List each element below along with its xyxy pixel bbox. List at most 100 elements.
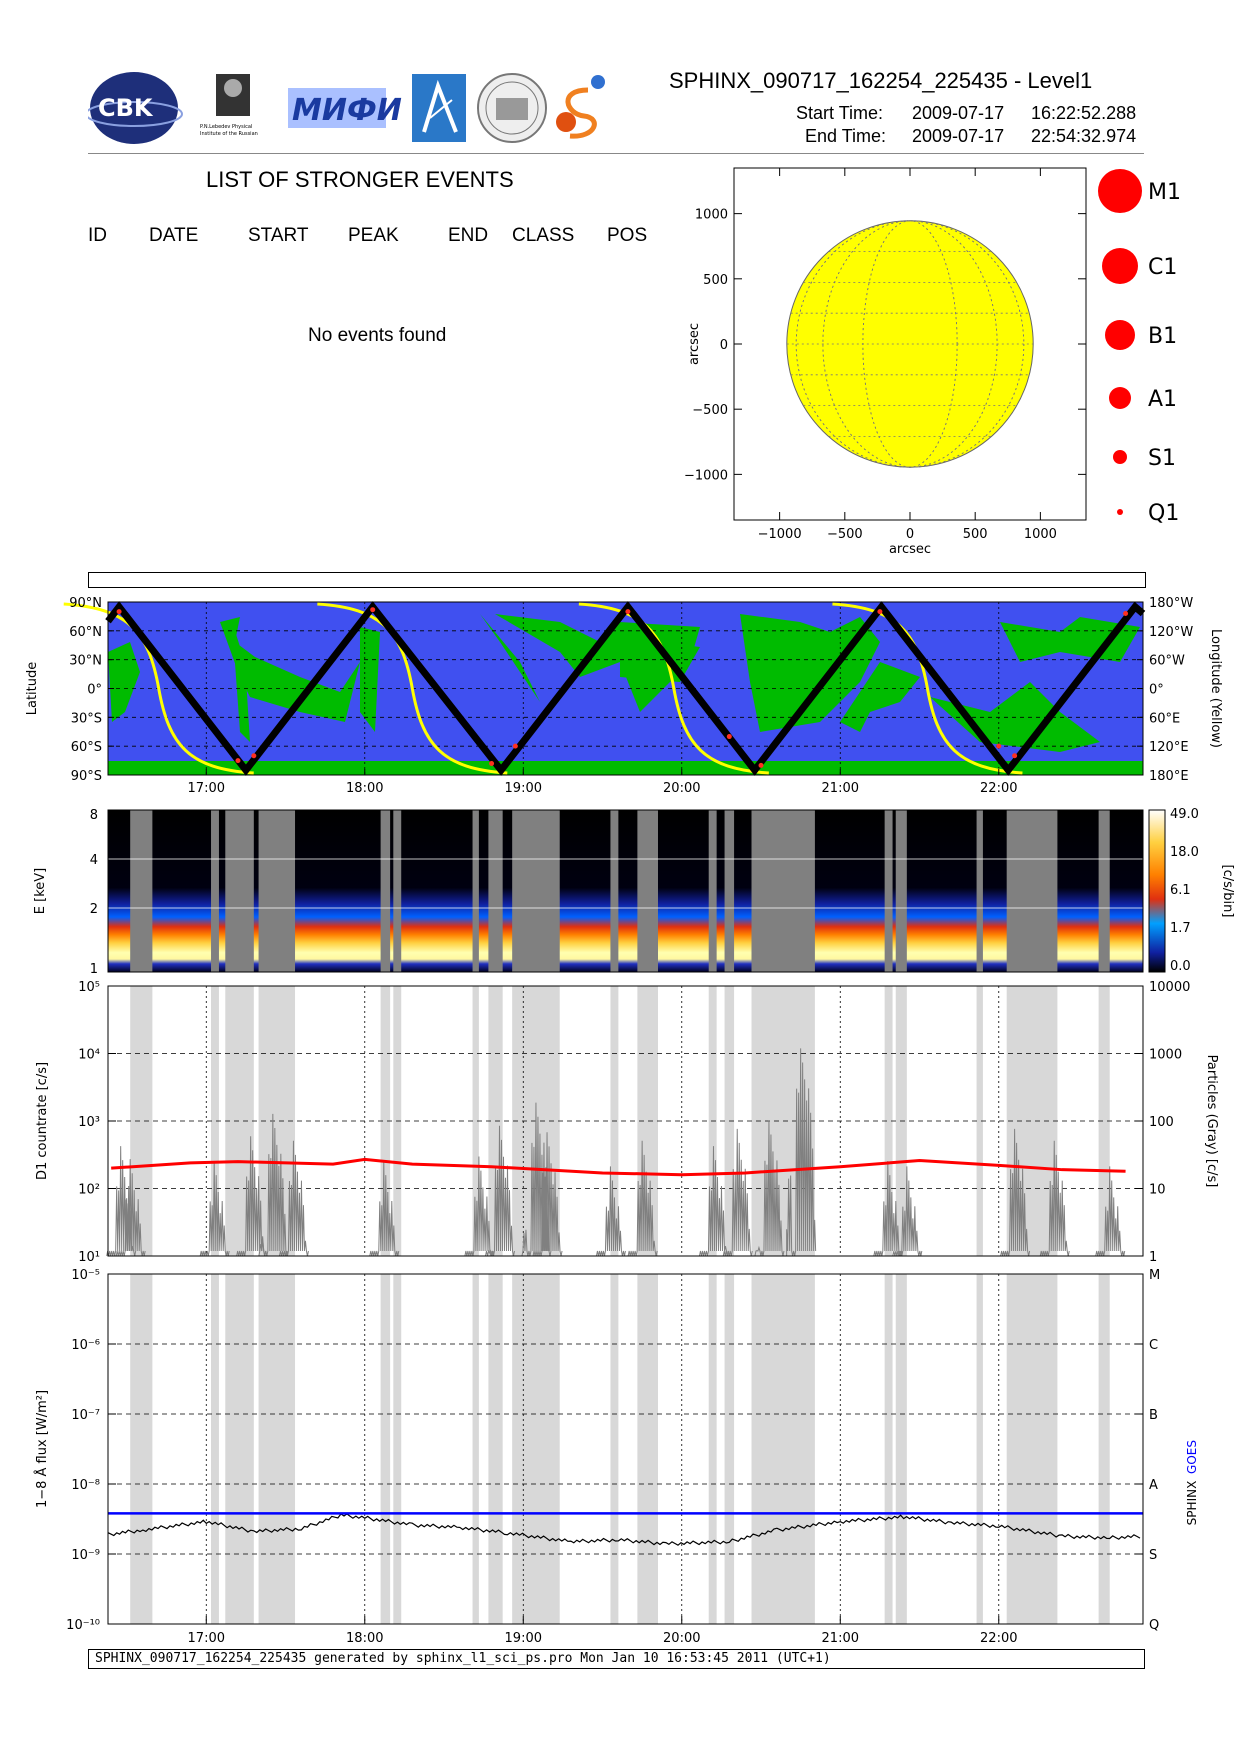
track-event-dot (996, 743, 1002, 749)
legend-dot (1109, 387, 1131, 409)
disk-y-tick-label: −500 (692, 403, 728, 418)
flux-class-tick-label: Q (1149, 1618, 1159, 1633)
map-land (108, 642, 140, 722)
particles-burst (236, 1136, 267, 1257)
spectrogram-data-gap (211, 810, 219, 972)
footer-note: SPHINX_090717_162254_225435 generated by… (88, 1649, 1145, 1669)
countrate-data-gap (884, 986, 893, 1256)
flux-x-tick-label: 19:00 (505, 1631, 542, 1646)
col-start: START (248, 225, 309, 246)
end-time-date: 2009-07-17 (912, 126, 1005, 146)
col-class: CLASS (512, 225, 575, 246)
end-time-value: 22:54:32.974 (1031, 126, 1137, 146)
legend-label: C1 (1148, 255, 1177, 280)
legend-dot (1113, 450, 1127, 464)
spectrogram-y-tick-label: 8 (90, 808, 98, 823)
countrate-data-gap (976, 986, 983, 1256)
map-land (840, 662, 920, 732)
countrate-data-gap (1098, 986, 1110, 1256)
spectrogram-y-tick-label: 2 (90, 902, 98, 917)
flux-chart: 10⁻⁵ 10⁻⁶ 10⁻⁷ 10⁻⁸ 10⁻⁹ 10⁻¹⁰ M C B A S Q 17:00 18:0… (34, 1268, 1199, 1646)
logos: CBK P.N.Lebedev Physical Institute of th… (85, 72, 605, 144)
flux-y-tick-label: 10⁻¹⁰ (66, 1618, 100, 1633)
spectrogram-data-gap (380, 810, 391, 972)
events-title: LIST OF STRONGER EVENTS (206, 167, 514, 192)
flux-data-gap (976, 1274, 983, 1624)
spectrogram-data-gap (258, 810, 296, 972)
start-time-label: Start Time: (796, 103, 884, 123)
info-bar (88, 572, 1146, 588)
legend-dot (1098, 169, 1142, 213)
countrate-y-axis-label: D1 countrate [c/s] (35, 1062, 50, 1180)
track-event-dot (370, 607, 376, 613)
countrate-y-tick-label: 10⁵ (78, 980, 100, 995)
map-longitude-tick-label: 60°E (1149, 711, 1180, 726)
colorbar-tick-label: 6.1 (1170, 883, 1191, 898)
class-size-legend: M1 C1 B1 A1 S1 Q1 (1098, 169, 1181, 526)
particles-burst (464, 1156, 495, 1257)
particles-burst (485, 1125, 515, 1257)
flux-data-gap (884, 1274, 893, 1624)
disk-y-tick-label: −1000 (684, 468, 728, 483)
map-longitude-tick-label: 180°E (1149, 769, 1189, 784)
spectrogram-data-gap (225, 810, 254, 972)
map-land (232, 622, 250, 742)
legend-sphinx: SPHINX (1185, 1481, 1199, 1526)
flux-data-gap (225, 1274, 254, 1624)
particles-burst (627, 1140, 658, 1257)
particles-burst (698, 1146, 729, 1257)
disk-x-tick-label: −500 (827, 527, 863, 542)
legend-label: S1 (1148, 446, 1176, 471)
particles-burst (369, 1161, 400, 1257)
particles-burst (1039, 1140, 1070, 1257)
svg-text:МИФИ: МИФИ (292, 93, 402, 128)
map-antarctica (108, 761, 1143, 775)
logo-bar: CBK P.N.Lebedev Physical Institute of th… (85, 70, 628, 146)
satellite-track (105, 601, 1146, 776)
disk-x-tick-label: 500 (963, 527, 988, 542)
spectrogram-chart: 8 4 2 1 E [keV] 49.0 18.0 6.1 1.7 0.0 [c/s/bin] (33, 807, 1235, 977)
col-id: ID (88, 225, 107, 246)
flux-y-tick-label: 10⁻⁷ (71, 1408, 100, 1423)
flux-x-tick-label: 22:00 (980, 1631, 1017, 1646)
mifi-logo: МИФИ (288, 88, 402, 128)
spectrogram-data-gap (708, 810, 717, 972)
no-events-message: No events found (308, 325, 447, 346)
countrate-y-tick-label: 10² (78, 1183, 100, 1198)
particles-burst (115, 1159, 146, 1257)
flux-data-gap (258, 1274, 296, 1624)
countrate-data-gap (472, 986, 479, 1256)
countrate-data-gap (211, 986, 219, 1256)
map-x-tick-label: 20:00 (663, 781, 700, 796)
countrate-y-tick-label: 10¹ (78, 1250, 100, 1265)
sphinx-flux-line (107, 1513, 1141, 1546)
end-time-label: End Time: (805, 126, 887, 146)
particles-burst (199, 1161, 230, 1257)
particles-burst (1000, 1128, 1031, 1257)
svg-text:CBK: CBK (98, 94, 154, 122)
seal-logo (477, 73, 547, 143)
legend-dot (1102, 248, 1138, 284)
disk-y-tick-label: 1000 (695, 208, 728, 223)
map-latitude-tick-label: 60°S (71, 740, 102, 755)
particles-burst (873, 1161, 904, 1257)
particles-y-tick-label: 10 (1149, 1183, 1166, 1198)
spectrogram-data-gap (130, 810, 153, 972)
particles-burst (1095, 1166, 1126, 1257)
flux-data-gap (1098, 1274, 1110, 1624)
col-end: END (448, 225, 489, 246)
colorbar-tick-label: 18.0 (1170, 845, 1199, 860)
flux-data-gap (488, 1274, 503, 1624)
particles-burst (278, 1140, 309, 1257)
flux-data-gap (751, 1274, 815, 1624)
track-event-dot (512, 743, 518, 749)
countrate-y-tick-label: 10⁴ (78, 1048, 100, 1063)
spectrogram-frame (107, 809, 1144, 973)
particles-burst (532, 1132, 563, 1257)
sun-s-logo (556, 75, 605, 139)
disk-y-tick-label: 0 (720, 338, 728, 353)
map-x-tick-label: 18:00 (346, 781, 383, 796)
spectrogram-data-gap (895, 810, 907, 972)
legend-label: M1 (1148, 180, 1181, 205)
spectrogram-data-gap (1006, 810, 1058, 972)
